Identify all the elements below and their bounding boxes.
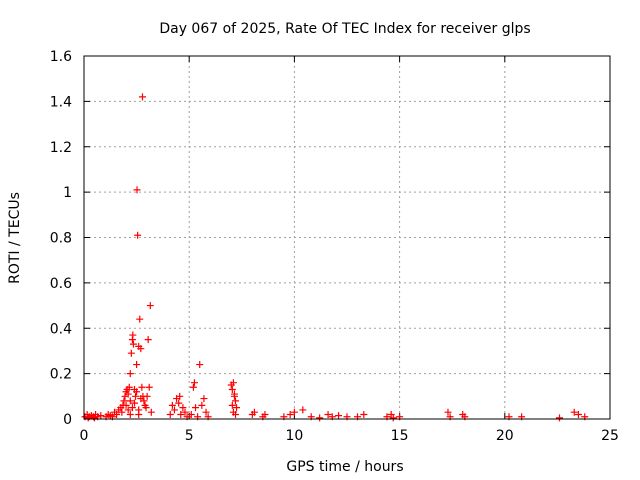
- data-point-plus-marker: [130, 399, 138, 407]
- data-point-plus-marker: [133, 388, 141, 396]
- data-point-plus-marker: [228, 401, 236, 409]
- data-point-plus-marker: [132, 392, 140, 400]
- axis-ticks: [83, 55, 611, 420]
- data-point-plus-marker: [143, 392, 151, 400]
- data-point-plus-marker: [231, 410, 239, 418]
- data-point-plus-marker: [189, 383, 197, 391]
- data-point-plus-marker: [229, 379, 237, 387]
- data-point-plus-marker: [192, 404, 200, 412]
- data-point-plus-marker: [574, 410, 582, 418]
- grid-lines: [84, 56, 610, 419]
- data-point-plus-marker: [91, 414, 99, 422]
- data-point-plus-marker: [134, 231, 142, 239]
- data-point-plus-marker: [126, 397, 134, 405]
- data-point-plus-marker: [128, 404, 136, 412]
- data-point-plus-marker: [177, 410, 185, 418]
- data-point-plus-marker: [324, 410, 332, 418]
- data-point-plus-marker: [261, 410, 269, 418]
- data-point-plus-marker: [124, 390, 132, 398]
- data-point-plus-marker: [118, 408, 126, 416]
- plot-frame: [83, 55, 611, 420]
- data-point-plus-marker: [113, 410, 121, 418]
- data-point-plus-marker: [230, 390, 238, 398]
- data-point-plus-marker: [138, 93, 146, 101]
- data-point-plus-marker: [233, 404, 241, 412]
- data-point-plus-marker: [570, 408, 578, 416]
- data-point-plus-marker: [136, 315, 144, 323]
- y-tick-label: 0.2: [50, 367, 72, 383]
- data-point-plus-marker: [84, 414, 92, 422]
- data-point-plus-marker: [144, 336, 152, 344]
- y-tick-label: 1.4: [50, 94, 72, 110]
- chart-title: Day 067 of 2025, Rate Of TEC Index for r…: [159, 21, 530, 37]
- data-point-plus-marker: [133, 186, 141, 194]
- data-point-plus-marker: [120, 397, 128, 405]
- y-tick-label: 0: [63, 412, 72, 428]
- data-point-plus-marker: [175, 399, 183, 407]
- data-point-plus-marker: [290, 408, 298, 416]
- data-point-plus-marker: [176, 392, 184, 400]
- data-point-plus-marker: [145, 383, 153, 391]
- data-point-plus-marker: [129, 340, 137, 348]
- y-axis-label: ROTI / TECUs: [7, 192, 23, 284]
- data-point-plus-marker: [146, 302, 154, 310]
- y-tick-label: 0.6: [50, 276, 72, 292]
- data-point-plus-marker: [126, 370, 134, 378]
- y-tick-label: 0.4: [50, 321, 72, 337]
- data-point-plus-marker: [137, 345, 145, 353]
- y-tick-label: 0.8: [50, 231, 72, 247]
- data-point-plus-marker: [200, 395, 208, 403]
- data-point-plus-marker: [299, 406, 307, 414]
- data-point-plus-marker: [138, 383, 146, 391]
- x-tick-label: 5: [185, 428, 194, 444]
- x-tick-label: 10: [285, 428, 303, 444]
- data-point-plus-marker: [147, 408, 155, 416]
- data-point-plus-marker: [166, 410, 174, 418]
- data-point-plus-marker: [127, 349, 135, 357]
- data-point-plus-marker: [250, 408, 258, 416]
- x-axis-label: GPS time / hours: [286, 459, 403, 475]
- data-point-plus-marker: [231, 397, 239, 405]
- data-point-plus-marker: [122, 401, 130, 409]
- data-point-plus-marker: [198, 401, 206, 409]
- x-tick-label: 25: [601, 428, 619, 444]
- data-point-plus-marker: [133, 361, 141, 369]
- data-point-plus-marker: [196, 361, 204, 369]
- data-point-plus-marker: [556, 414, 564, 422]
- data-point-plus-marker: [129, 331, 137, 339]
- data-point-plus-marker: [97, 412, 105, 420]
- data-point-plus-marker: [389, 414, 397, 422]
- data-point-plus-marker: [181, 408, 189, 416]
- data-point-plus-marker: [124, 406, 132, 414]
- data-point-plus-marker: [135, 410, 143, 418]
- data-point-plus-marker: [190, 379, 198, 387]
- data-points: [81, 93, 589, 422]
- x-tick-label: 20: [496, 428, 514, 444]
- data-point-plus-marker: [125, 383, 133, 391]
- data-point-plus-marker: [228, 386, 236, 394]
- data-point-plus-marker: [179, 404, 187, 412]
- y-tick-label: 1.2: [50, 140, 72, 156]
- data-point-plus-marker: [126, 410, 134, 418]
- data-point-plus-marker: [286, 410, 294, 418]
- data-point-plus-marker: [142, 404, 150, 412]
- x-tick-label: 0: [80, 428, 89, 444]
- data-point-plus-marker: [335, 412, 343, 420]
- data-point-plus-marker: [170, 406, 178, 414]
- data-point-plus-marker: [316, 414, 324, 422]
- data-point-plus-marker: [187, 410, 195, 418]
- data-point-plus-marker: [137, 395, 145, 403]
- tick-labels: 0 5 10 15 20 25 0 0.2 0.4 0.6 0.8 1 1.2 1.4 1.6: [50, 49, 619, 444]
- data-point-plus-marker: [444, 408, 452, 416]
- data-point-plus-marker: [168, 401, 176, 409]
- data-point-plus-marker: [202, 408, 210, 416]
- y-tick-label: 1: [63, 185, 72, 201]
- x-tick-label: 15: [391, 428, 409, 444]
- data-point-plus-marker: [360, 410, 368, 418]
- y-tick-label: 1.6: [50, 49, 72, 65]
